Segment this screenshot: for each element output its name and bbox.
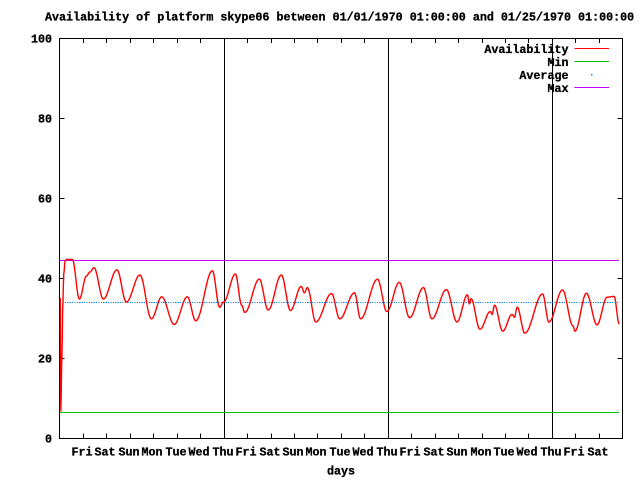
svg-text:Sun: Sun [282,446,303,460]
svg-text:Sun: Sun [118,446,139,460]
svg-text:Sat: Sat [94,446,115,460]
svg-text:80: 80 [38,113,52,127]
svg-text:Tue: Tue [329,446,350,460]
svg-text:Wed: Wed [188,446,209,460]
svg-text:Fri: Fri [71,446,92,460]
svg-text:0: 0 [45,433,52,447]
svg-text:Sat: Sat [259,446,280,460]
svg-text:Thu: Thu [540,446,561,460]
svg-text:days: days [327,465,355,479]
svg-text:Availability of platform skype: Availability of platform skype06 between… [45,11,634,25]
svg-text:100: 100 [31,33,52,47]
svg-text:Mon: Mon [470,446,491,460]
svg-text:Fri: Fri [563,446,584,460]
svg-text:Availability: Availability [484,43,568,57]
svg-text:Mon: Mon [141,446,162,460]
svg-text:60: 60 [38,193,52,207]
svg-text:Tue: Tue [165,446,186,460]
svg-text:40: 40 [38,273,52,287]
svg-text:Fri: Fri [235,446,256,460]
svg-text:Average: Average [519,69,568,83]
svg-text:Wed: Wed [352,446,373,460]
svg-text:Sun: Sun [446,446,467,460]
svg-text:Wed: Wed [516,446,537,460]
svg-text:Thu: Thu [376,446,397,460]
svg-text:Min: Min [547,56,568,70]
svg-text:Tue: Tue [493,446,514,460]
svg-text:20: 20 [38,353,52,367]
svg-text:Thu: Thu [212,446,233,460]
svg-text:Max: Max [547,82,568,96]
svg-text:Mon: Mon [305,446,326,460]
svg-text:Fri: Fri [399,446,420,460]
svg-text:Sat: Sat [587,446,608,460]
svg-text:Sat: Sat [423,446,444,460]
